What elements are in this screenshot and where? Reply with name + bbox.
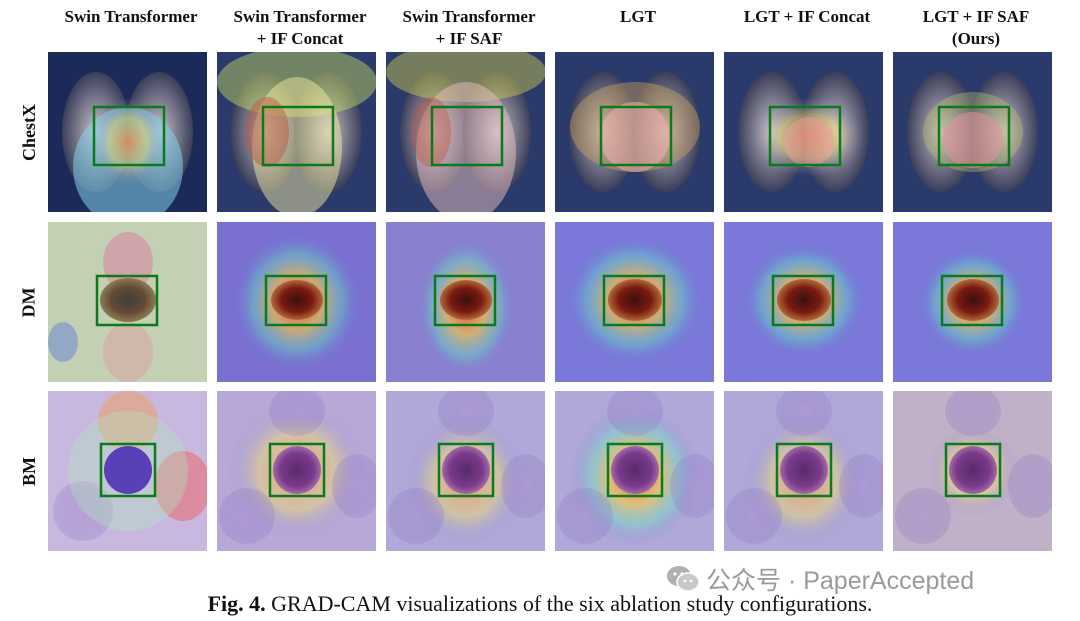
row-label-bm: BM bbox=[14, 391, 44, 551]
bounding-box bbox=[99, 442, 157, 498]
bounding-box bbox=[940, 274, 1004, 327]
column-header-swin: Swin Transformer bbox=[47, 6, 215, 28]
bounding-box bbox=[602, 274, 666, 327]
column-title: Swin Transformer bbox=[64, 7, 198, 26]
wechat-icon bbox=[667, 566, 700, 592]
column-title: LGT + IF Concat bbox=[743, 7, 871, 26]
gradcam-panel-bm-swin-saf bbox=[386, 391, 545, 551]
gradcam-panel-dm-swin-saf bbox=[386, 222, 545, 382]
column-header-lgt-saf: LGT + IF SAF (Ours) bbox=[892, 6, 1060, 50]
bounding-box bbox=[264, 274, 328, 327]
bounding-box bbox=[775, 442, 833, 498]
bounding-box bbox=[944, 442, 1002, 498]
column-header-lgt: LGT bbox=[554, 6, 722, 28]
column-header-lgt-concat: LGT + IF Concat bbox=[723, 6, 891, 28]
bounding-box bbox=[261, 105, 335, 167]
gradcam-panel-bm-lgt bbox=[555, 391, 714, 551]
bounding-box bbox=[95, 274, 159, 327]
bounding-box bbox=[437, 442, 495, 498]
gradcam-panel-bm-lgt-saf bbox=[893, 391, 1052, 551]
column-header-swin-concat: Swin Transformer + IF Concat bbox=[216, 6, 384, 50]
column-subtitle: + IF SAF bbox=[435, 29, 503, 48]
gradcam-panel-chestx-swin-concat bbox=[217, 52, 376, 212]
bounding-box bbox=[430, 105, 504, 167]
gradcam-panel-chestx-swin-saf bbox=[386, 52, 545, 212]
column-header-swin-saf: Swin Transformer + IF SAF bbox=[385, 6, 553, 50]
row-label-dm: DM bbox=[14, 222, 44, 382]
figure-label: Fig. 4. bbox=[207, 591, 266, 616]
gradcam-panel-chestx-swin bbox=[48, 52, 207, 212]
gradcam-panel-dm-lgt bbox=[555, 222, 714, 382]
bounding-box bbox=[599, 105, 673, 167]
watermark-text: 公众号 · PaperAccepted bbox=[706, 567, 975, 595]
column-title: Swin Transformer bbox=[402, 7, 536, 26]
bounding-box bbox=[268, 442, 326, 498]
bounding-box bbox=[771, 274, 835, 327]
column-subtitle: (Ours) bbox=[951, 29, 1001, 48]
figure-caption: Fig. 4. GRAD-CAM visualizations of the s… bbox=[0, 591, 1080, 617]
bounding-box bbox=[92, 105, 166, 167]
gradcam-panel-bm-lgt-concat bbox=[724, 391, 883, 551]
bounding-box bbox=[433, 274, 497, 327]
gradcam-panel-dm-swin-concat bbox=[217, 222, 376, 382]
bounding-box bbox=[937, 105, 1011, 167]
gradcam-panel-chestx-lgt bbox=[555, 52, 714, 212]
row-label-text: ChestX bbox=[18, 103, 39, 161]
gradcam-panel-bm-swin bbox=[48, 391, 207, 551]
gradcam-panel-dm-swin bbox=[48, 222, 207, 382]
watermark: 公众号 · PaperAccepted bbox=[666, 561, 974, 597]
gradcam-panel-chestx-lgt-saf bbox=[893, 52, 1052, 212]
row-label-chestx: ChestX bbox=[14, 52, 44, 212]
bounding-box bbox=[606, 442, 664, 498]
row-label-text: BM bbox=[18, 456, 39, 486]
column-title: Swin Transformer bbox=[233, 7, 367, 26]
row-label-text: DM bbox=[18, 287, 39, 317]
column-title: LGT bbox=[620, 7, 656, 26]
gradcam-panel-dm-lgt-concat bbox=[724, 222, 883, 382]
bounding-box bbox=[768, 105, 842, 167]
column-subtitle: + IF Concat bbox=[256, 29, 344, 48]
gradcam-panel-dm-lgt-saf bbox=[893, 222, 1052, 382]
column-title: LGT + IF SAF bbox=[922, 7, 1030, 26]
gradcam-panel-bm-swin-concat bbox=[217, 391, 376, 551]
gradcam-panel-chestx-lgt-concat bbox=[724, 52, 883, 212]
figure-caption-text: GRAD-CAM visualizations of the six ablat… bbox=[265, 591, 873, 616]
